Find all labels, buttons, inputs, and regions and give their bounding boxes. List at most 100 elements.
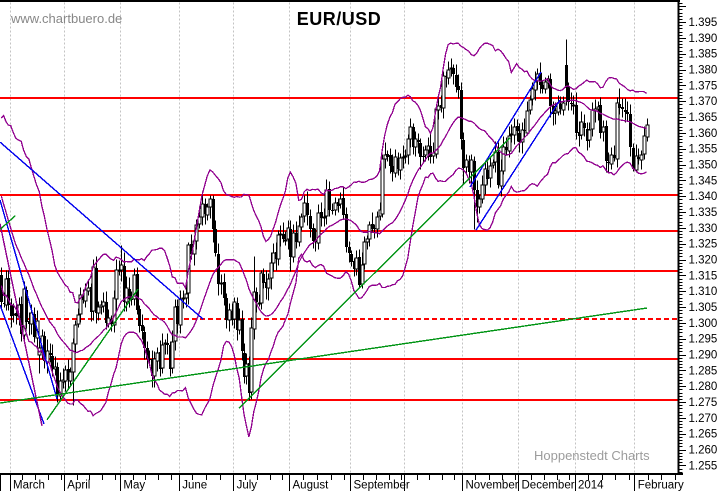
trendline-violet	[0, 223, 43, 426]
candle-body-down	[452, 68, 455, 74]
candle-body-down	[241, 319, 244, 351]
candle-body-down	[190, 244, 193, 254]
y-axis-label: 1.270	[689, 413, 718, 425]
candle-body-down	[637, 157, 640, 159]
y-axis-label: 1.300	[689, 318, 718, 330]
candle-body-down	[225, 298, 228, 320]
candle-body-down	[358, 257, 361, 285]
candle-body-up	[590, 109, 595, 130]
candle-body-up	[469, 159, 474, 173]
trendline-blue	[0, 304, 45, 425]
candle-body-down	[15, 313, 18, 316]
candle-body-up	[73, 324, 78, 345]
candle-body-down	[629, 114, 632, 147]
support-resistance-levels	[0, 97, 678, 401]
candle-body-down	[575, 105, 578, 133]
candle-body-down	[342, 198, 345, 215]
y-axis-label: 1.275	[689, 397, 718, 409]
bollinger-lower-band	[0, 146, 647, 438]
candle-body-up	[436, 105, 441, 111]
x-axis-label: May	[123, 480, 145, 492]
candle-body-up	[403, 155, 408, 158]
candle-body-down	[123, 266, 126, 302]
y-axis-label: 1.360	[689, 128, 718, 140]
candle-body-down	[391, 166, 394, 172]
y-axis-label: 1.345	[689, 175, 718, 187]
candle-body-up	[333, 202, 338, 211]
candle-body-up	[101, 301, 106, 307]
candle-body-down	[523, 130, 526, 131]
candle-body-up	[615, 102, 620, 160]
candle-body-up	[530, 88, 535, 100]
candle-body-up	[601, 126, 606, 133]
candle-body-down	[505, 147, 508, 150]
candle-body-up	[571, 104, 576, 107]
candle-body-up	[283, 239, 288, 242]
candle-body-up	[543, 81, 548, 90]
candle-body-up	[413, 138, 418, 148]
candle-body-down	[49, 353, 52, 355]
candle-body-down	[176, 306, 179, 324]
candle-body-up	[114, 269, 119, 300]
candle-body-up	[227, 309, 232, 321]
candle-body-down	[236, 303, 239, 330]
candle-body-up	[86, 287, 91, 292]
candle-body-down	[320, 212, 323, 218]
candle-body-up	[639, 154, 644, 161]
candle-body-down	[282, 234, 285, 239]
candle-body-up	[205, 206, 210, 216]
candle-body-down	[10, 305, 13, 316]
y-axis-label: 1.390	[689, 33, 718, 45]
x-axis-label: April	[67, 480, 90, 492]
candle-body-down	[312, 228, 315, 241]
candle-body-down	[386, 154, 389, 157]
candle-body-down	[486, 170, 489, 179]
y-axis-label: 1.365	[689, 112, 718, 124]
trendline-blue	[469, 71, 542, 188]
candle-body-down	[539, 73, 542, 85]
candle-body-down	[567, 87, 570, 102]
candle-body-up	[525, 110, 530, 134]
candle-body-down	[262, 274, 265, 283]
y-axis-label: 1.380	[689, 65, 718, 77]
candle-body-down	[497, 152, 500, 185]
candle-body-down	[128, 289, 131, 299]
candle-body-down	[95, 268, 98, 313]
credit-text: Hoppenstedt Charts	[534, 448, 650, 463]
x-axis-label: August	[293, 480, 330, 492]
trendline-green	[238, 137, 511, 409]
candles	[0, 39, 650, 406]
candle-body-up	[297, 225, 302, 243]
candle-body-up	[488, 165, 493, 179]
x-axis-label: September	[354, 480, 410, 492]
candle-body-up	[609, 154, 614, 165]
candle-body-down	[56, 367, 59, 395]
y-axis-label: 1.395	[689, 17, 718, 29]
y-axis-label: 1.385	[689, 49, 718, 61]
candle-body-down	[345, 214, 348, 247]
candle-body-up	[642, 135, 647, 155]
candle-body-up	[406, 138, 411, 156]
candle-body-down	[412, 127, 415, 147]
candle-body-down	[289, 229, 292, 257]
y-axis-label: 1.285	[689, 365, 718, 377]
candle-body-up	[96, 306, 101, 314]
candle-body-down	[422, 156, 425, 157]
candle-body-down	[570, 103, 573, 104]
candle-body-down	[429, 146, 432, 157]
y-axis-label: 1.375	[689, 80, 718, 92]
y-axis-label: 1.370	[689, 96, 718, 108]
trendline-green	[0, 307, 648, 404]
candle-body-down	[621, 107, 624, 109]
candle-body-up	[512, 126, 517, 136]
candle-body-down	[455, 75, 458, 87]
candle-body-down	[618, 104, 621, 108]
candle-body-down	[20, 304, 23, 334]
candle-body-up	[152, 358, 157, 377]
candle-body-up	[302, 202, 307, 217]
candle-body-up	[170, 341, 175, 369]
candle-body-down	[457, 86, 460, 90]
candle-body-up	[249, 327, 254, 393]
